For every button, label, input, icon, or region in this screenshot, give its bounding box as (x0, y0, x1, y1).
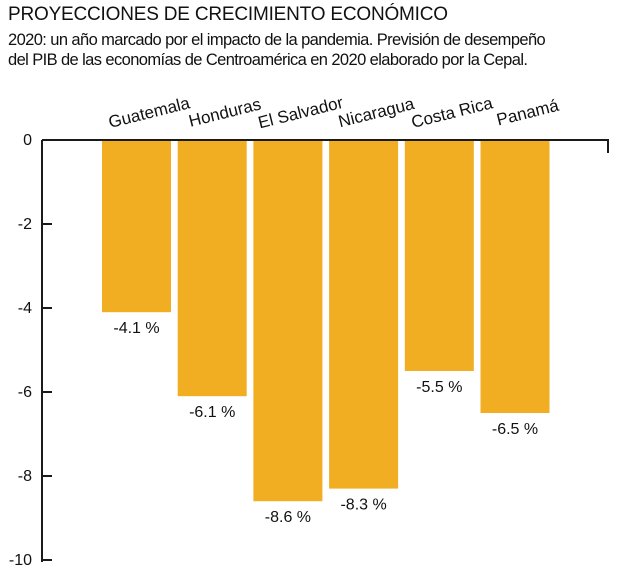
subtitle-line-1: 2020: un año marcado por el impacto de l… (8, 31, 546, 49)
category-label: El Salvador (256, 93, 345, 133)
value-label: -6.5 % (492, 421, 538, 438)
category-label: Nicaragua (336, 94, 416, 131)
y-tick-label: -6 (18, 384, 32, 401)
bar (404, 140, 474, 371)
value-label: -6.1 % (189, 404, 235, 421)
bar (253, 140, 323, 502)
bar (480, 140, 550, 413)
y-tick-label: -10 (9, 552, 32, 569)
value-label: -4.1 % (113, 320, 159, 337)
category-label: Guatemala (107, 93, 193, 132)
chart-subtitle: 2020: un año marcado por el impacto de l… (8, 30, 623, 70)
y-tick-label: -8 (18, 468, 32, 485)
value-label: -8.3 % (340, 497, 386, 514)
bar (102, 140, 171, 313)
bar (329, 140, 399, 489)
y-tick-label: -2 (18, 216, 32, 233)
value-label: -8.6 % (265, 509, 311, 526)
category-label: Costa Rica (409, 93, 495, 132)
category-label: Honduras (187, 95, 263, 131)
y-tick-label: -4 (18, 300, 32, 317)
category-label: Panamá (495, 96, 562, 130)
y-tick-label: 0 (23, 132, 32, 149)
value-label: -5.5 % (416, 379, 462, 396)
chart-title: PROYECCIONES DE CRECIMIENTO ECONÓMICO (8, 4, 448, 25)
bar (177, 140, 247, 397)
subtitle-line-2: del PIB de las economías de Centroaméric… (8, 51, 528, 69)
